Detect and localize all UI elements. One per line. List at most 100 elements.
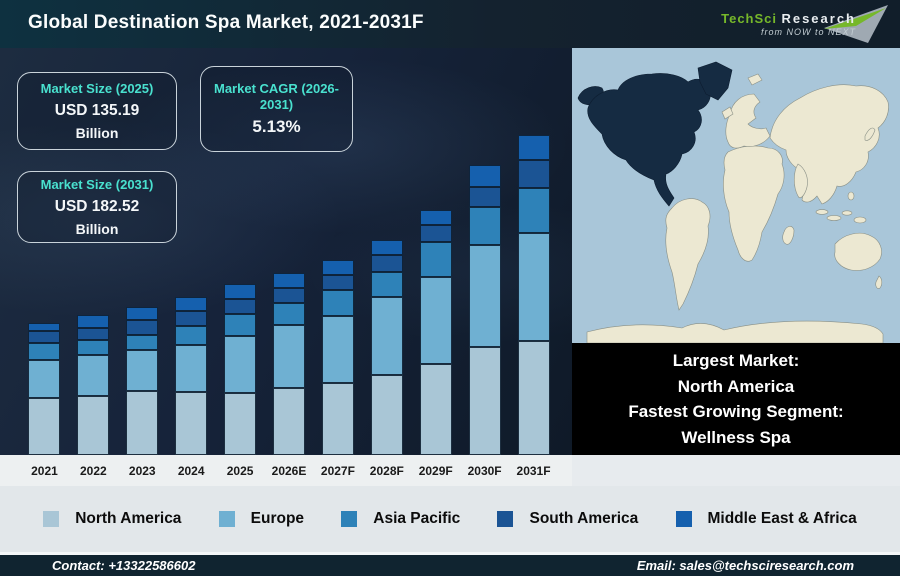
stacked-bar: [224, 284, 257, 455]
bar-2023: [118, 307, 167, 455]
callout-line: Fastest Growing Segment:: [628, 402, 844, 421]
stat-value: USD 182.52: [54, 197, 140, 215]
axis-labels: 2021 2022 2023 2024 2025 2026E 2027F 2028F 2029F…: [0, 455, 572, 486]
segment-asia-pacific: [272, 303, 305, 325]
axis-label-2030f: 2030F: [467, 463, 502, 478]
map-africa: [723, 145, 785, 262]
world-map: [572, 48, 900, 343]
axis-strip-right: [572, 455, 900, 486]
callout-line: Largest Market:: [672, 351, 800, 370]
segment-north-america: [419, 364, 452, 455]
segment-middle-east-africa: [28, 323, 61, 331]
segment-middle-east-africa: [272, 273, 305, 288]
segment-asia-pacific: [28, 343, 61, 360]
bar-2025: [216, 284, 265, 455]
segment-asia-pacific: [224, 314, 257, 336]
world-map-svg: [572, 48, 900, 343]
segment-asia-pacific: [126, 335, 159, 350]
segment-europe: [419, 277, 452, 364]
segment-north-america: [321, 383, 354, 455]
callout-line: North America: [677, 376, 795, 396]
stat-label: Market CAGR (2026-2031): [214, 80, 339, 112]
stacked-bar: [272, 273, 305, 455]
legend-item-europe: Europe: [218, 510, 305, 528]
map-india: [793, 163, 808, 199]
axis-label-2023: 2023: [128, 463, 156, 478]
stat-box-market-size-2031: Market Size (2031) USD 182.52 Billion: [17, 171, 177, 243]
legend-label: Asia Pacific: [373, 510, 461, 527]
bars: [0, 48, 572, 455]
bar-2031f: [509, 135, 558, 455]
stacked-bar: [321, 260, 354, 455]
axis-label-2028f: 2028F: [369, 463, 404, 478]
legend-item-asia-pacific: Asia Pacific: [341, 510, 460, 528]
axis-label-2029f: 2029F: [418, 463, 453, 478]
stacked-bar: [468, 165, 501, 455]
stacked-bar: [370, 240, 403, 455]
callout-line: Wellness Spa: [681, 427, 791, 447]
main-row: Market Size (2025) USD 135.19 Billion Ma…: [0, 48, 900, 455]
logo-brand: TechSci: [721, 11, 777, 26]
segment-north-america: [370, 375, 403, 455]
segment-europe: [28, 360, 61, 398]
map-indonesia: [815, 209, 829, 215]
segment-asia-pacific: [468, 207, 501, 245]
segment-europe: [370, 297, 403, 375]
segment-middle-east-africa: [224, 284, 257, 299]
stacked-bar: [517, 135, 550, 455]
page-title: Global Destination Spa Market, 2021-2031…: [28, 12, 424, 33]
techsci-logo: TechSci Research from NOW to NEXT: [702, 2, 894, 46]
stat-label: Market Size (2031): [40, 177, 154, 193]
map-japan: [864, 127, 876, 141]
map-greenland-highlight: [697, 61, 733, 101]
segment-north-america: [468, 347, 501, 455]
stat-unit: Billion: [75, 220, 119, 237]
bar-2026e: [265, 273, 314, 455]
footer-contact: Contact: +13322586602: [52, 558, 196, 573]
logo-arrow-icon: [824, 5, 888, 43]
axis-label-2022: 2022: [80, 463, 107, 478]
stat-label: Market Size (2025): [40, 81, 154, 97]
segment-north-america: [224, 393, 257, 455]
axis-label-2027f: 2027F: [320, 463, 355, 478]
segment-north-america: [517, 341, 550, 455]
segment-middle-east-africa: [468, 165, 501, 187]
segment-middle-east-africa: [175, 297, 208, 311]
segment-europe: [517, 233, 550, 341]
map-south-america: [665, 198, 711, 311]
stat-unit: Billion: [75, 124, 119, 141]
legend-label: Middle East & Africa: [707, 510, 857, 527]
segment-europe: [126, 350, 159, 391]
footer-email: Email: sales@techsciresearch.com: [636, 558, 854, 573]
legend-swatch-north-america: [43, 511, 60, 527]
bar-2024: [167, 297, 216, 455]
right-column: Largest Market: North America Fastest Gr…: [572, 48, 900, 455]
segment-north-america: [28, 398, 61, 455]
segment-asia-pacific: [321, 290, 354, 316]
stacked-bar: [77, 315, 110, 455]
segment-south-america: [419, 225, 452, 242]
segment-south-america: [126, 320, 159, 335]
segment-middle-east-africa: [321, 260, 354, 275]
segment-middle-east-africa: [419, 210, 452, 225]
axis-label-2024: 2024: [177, 463, 205, 478]
legend-label: Europe: [250, 510, 305, 527]
segment-asia-pacific: [517, 188, 550, 233]
legend-swatch-europe: [218, 511, 235, 527]
bar-2027f: [313, 260, 362, 455]
map-europe: [725, 93, 771, 149]
map-new-guinea: [853, 216, 867, 224]
segment-europe: [321, 316, 354, 383]
stat-box-market-size-2025: Market Size (2025) USD 135.19 Billion: [17, 72, 177, 150]
axis-label-2031f: 2031F: [516, 463, 551, 478]
segment-asia-pacific: [77, 340, 110, 355]
segment-south-america: [28, 331, 61, 343]
map-uk: [721, 106, 734, 120]
segment-north-america: [272, 388, 305, 455]
bar-2030f: [460, 165, 509, 455]
legend-label: South America: [529, 510, 639, 527]
axis-strip: 2021 2022 2023 2024 2025 2026E 2027F 2028F 2029F…: [0, 455, 900, 486]
chart-legend: North America Europe Asia Pacific South Ame…: [0, 486, 900, 552]
map-indonesia: [841, 210, 853, 216]
stacked-bar: [175, 297, 208, 455]
